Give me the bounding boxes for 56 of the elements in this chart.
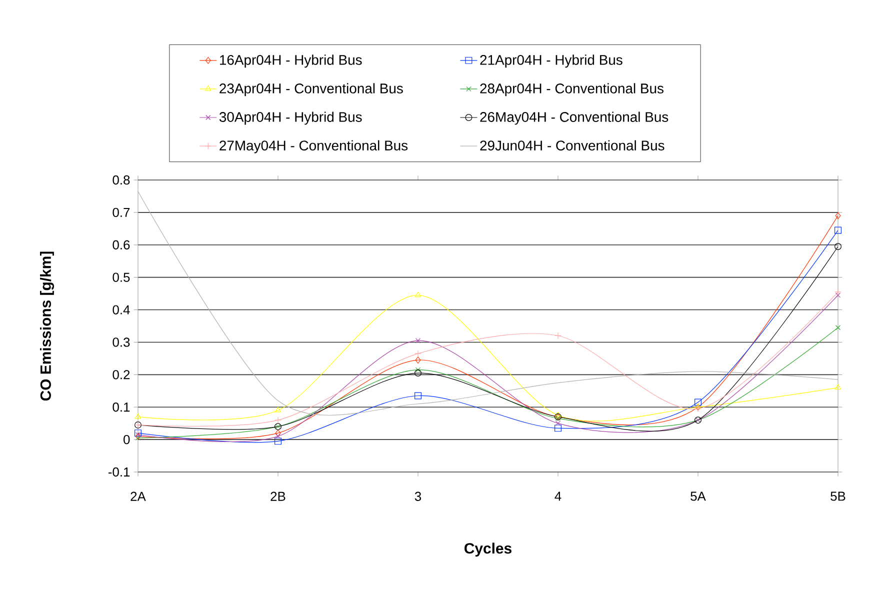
- legend-label: 21Apr04H - Hybrid Bus: [480, 54, 622, 68]
- point: [414, 350, 422, 358]
- point: [134, 430, 142, 437]
- point: [554, 412, 562, 418]
- legend-label: 29Jun04H - Conventional Bus: [480, 140, 664, 150]
- point: [134, 413, 142, 419]
- point: [415, 356, 421, 364]
- point: [275, 434, 281, 439]
- point: [274, 438, 282, 445]
- y-tick-label: 0.7: [112, 208, 130, 218]
- point: [834, 243, 842, 250]
- point: [555, 416, 561, 422]
- point: [414, 292, 422, 298]
- x-tick-label: 2A: [130, 492, 146, 501]
- point: [555, 420, 561, 426]
- point: [275, 430, 281, 437]
- x-axis-title: Cycles: [464, 542, 512, 557]
- y-tick-label: 0.5: [112, 272, 130, 282]
- legend-label: 30Apr04H - Hybrid Bus: [219, 112, 362, 125]
- point: [415, 338, 421, 344]
- x-tick-label: 5A: [690, 492, 706, 501]
- point: [694, 398, 702, 406]
- point: [135, 432, 141, 438]
- point: [274, 406, 282, 412]
- y-tick-label: 0.4: [112, 305, 130, 314]
- legend-label: 26May04H - Conventional Bus: [480, 112, 668, 125]
- y-tick-label: 0.1: [112, 402, 130, 412]
- legend-label: 16Apr04H - Hybrid Bus: [220, 54, 362, 68]
- point: [835, 212, 841, 220]
- point: [554, 332, 562, 340]
- point: [135, 435, 141, 440]
- y-tick-label: 0.8: [112, 175, 130, 185]
- point: [835, 292, 841, 298]
- legend-label: 27May04H - Conventional Bus: [220, 140, 408, 154]
- x-tick-label: 4: [554, 492, 562, 501]
- point: [414, 392, 422, 400]
- y-axis-title: CO Emissions [g/km]: [40, 252, 54, 401]
- point: [554, 424, 562, 432]
- point: [274, 416, 282, 424]
- legend-label: 23Apr04H - Conventional Bus: [220, 83, 403, 96]
- point: [834, 226, 842, 234]
- point: [415, 367, 421, 372]
- point: [834, 384, 842, 390]
- y-tick-label: 0.6: [112, 240, 130, 250]
- point: [834, 288, 842, 296]
- point: [414, 370, 422, 377]
- legend-label: 28Apr04H - Conventional Bus: [480, 83, 664, 96]
- point: [835, 325, 841, 330]
- y-tick-label: 0: [124, 434, 130, 444]
- y-tick-label: -0.1: [108, 467, 130, 477]
- y-tick-label: 0.2: [112, 370, 130, 380]
- x-tick-label: 5B: [830, 492, 846, 501]
- point: [135, 432, 141, 440]
- x-tick-label: 2B: [270, 492, 286, 501]
- y-tick-label: 0.3: [112, 338, 130, 347]
- x-tick-label: 3: [414, 492, 422, 501]
